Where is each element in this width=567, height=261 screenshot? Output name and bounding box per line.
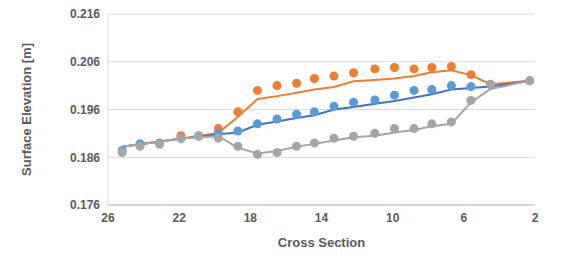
svg-text:6: 6 [460,211,467,225]
svg-text:0.176: 0.176 [70,198,100,212]
svg-text:0.186: 0.186 [70,151,100,165]
svg-text:14: 14 [315,211,329,225]
svg-text:Surface Elevation [m]: Surface Elevation [m] [19,43,34,176]
svg-text:22: 22 [172,211,186,225]
svg-text:0.206: 0.206 [70,55,100,69]
svg-text:0.196: 0.196 [70,103,100,117]
svg-text:0.216: 0.216 [70,8,100,21]
svg-text:26: 26 [101,211,115,225]
svg-text:18: 18 [244,211,258,225]
svg-text:2: 2 [532,211,539,225]
svg-text:10: 10 [386,211,400,225]
svg-text:Cross Section: Cross Section [278,235,365,250]
